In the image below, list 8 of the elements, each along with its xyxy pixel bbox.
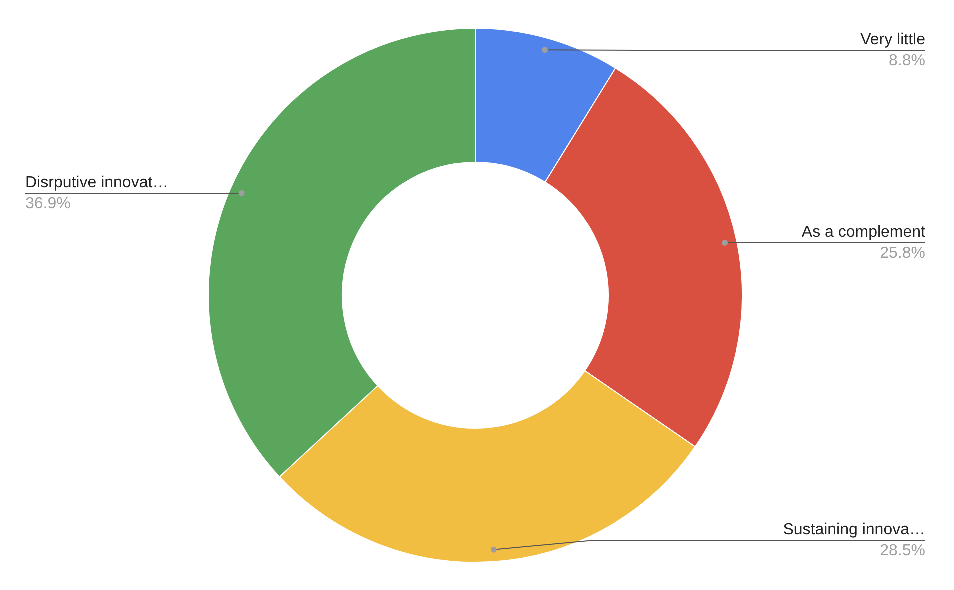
slice-label: Disrputive innovat…: [26, 174, 169, 192]
slice-label: As a complement: [802, 224, 926, 242]
data-label: 8.8%: [889, 52, 926, 70]
data-label: 28.5%: [880, 542, 926, 560]
data-label: 36.9%: [26, 195, 71, 212]
slice-label: Very little: [860, 32, 926, 48]
data-label: 25.8%: [880, 245, 926, 262]
slice-label: Sustaining innova…: [783, 522, 926, 538]
